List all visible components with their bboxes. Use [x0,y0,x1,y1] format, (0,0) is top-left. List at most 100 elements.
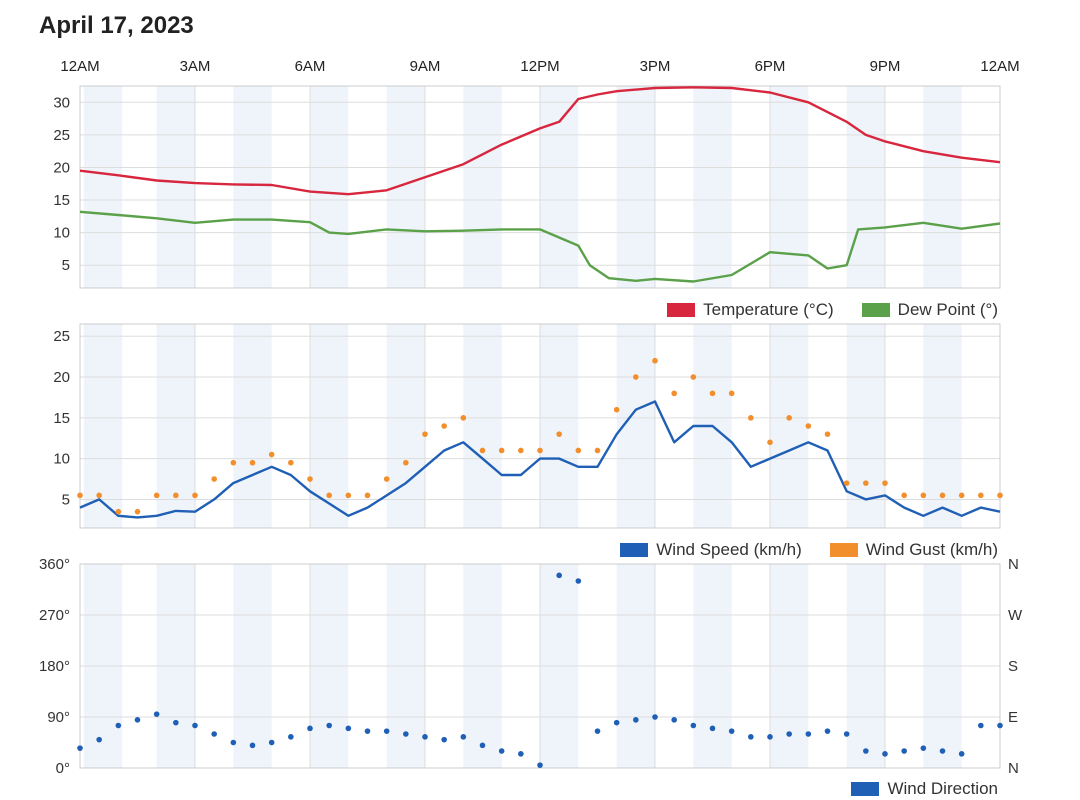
data-point [805,731,812,737]
y-tick-label: 25 [53,127,70,144]
chart-panel-1: 5 10 15 20 25 30 [53,85,1001,289]
data-point [997,492,1003,499]
data-point [920,745,927,751]
hour-label: 3AM [179,58,211,75]
y-tick-label: 20 [53,369,70,386]
data-point [901,748,907,754]
data-point [115,508,122,515]
data-point [709,725,716,732]
chart-panel-2: 5 10 15 20 25 [53,323,1003,529]
data-point [326,722,332,729]
data-point [173,719,179,726]
data-point [537,447,543,454]
data-point [709,390,716,397]
y-tick-label: 90° [47,709,70,726]
data-point [441,736,447,743]
wind-gust-swatch [829,543,858,557]
data-point [192,492,198,499]
data-point [594,728,601,734]
y-tick-label: 180° [39,658,70,675]
data-point [958,751,965,757]
data-point [863,748,869,754]
series-line [79,86,1001,196]
series-line [79,400,1001,519]
data-point [422,431,428,437]
data-point [882,480,888,486]
data-point [441,423,447,429]
data-point [422,734,428,740]
data-point [939,748,946,754]
data-point [479,742,486,749]
legend-item-wind-gust[interactable]: Wind Gust (km/h) [829,540,998,560]
background-band [693,86,732,288]
data-point [843,731,850,737]
plot-frame [79,85,1001,289]
hour-label: 6PM [754,58,786,75]
legend-label-temperature: Temperature (°C) [703,300,834,319]
y-tick-label: 10 [53,225,70,242]
data-point [249,742,256,749]
date-title: April 17, 2023 [39,12,194,39]
background-band [386,324,425,528]
background-band [463,86,502,288]
data-point [958,492,965,499]
data-point [383,476,390,482]
data-point [824,431,831,437]
data-point [978,492,984,499]
data-point [920,492,927,499]
data-point [863,480,869,486]
data-point [153,711,160,717]
background-band [616,86,655,288]
background-band [83,86,123,288]
wind-speed-swatch [620,543,649,557]
plot-frame [79,323,1001,529]
data-point [575,447,582,454]
data-point [326,492,332,499]
background-band [540,86,579,288]
data-point [786,731,792,737]
data-point [134,717,141,723]
background-band [233,86,272,288]
data-point [173,492,179,499]
legend-item-temperature[interactable]: Temperature (°C) [667,300,834,320]
legend-wind-direction: Wind Direction [823,779,998,799]
y-tick-label: 30 [53,94,70,111]
data-point [613,406,620,413]
data-point [153,492,160,499]
y-tick-label: 5 [62,257,70,274]
y-tick-label-right: N [1008,760,1019,777]
y-tick-label: 0° [56,760,70,777]
data-point [613,719,620,726]
hour-label: 12PM [520,58,560,75]
chart-panel-3: 0° N 90° E 180° S 270° W 360° N [39,556,1023,777]
hour-label: 12AM [60,58,100,75]
background-band [233,324,272,528]
background-band [540,324,579,528]
background-band [386,86,425,288]
plot-frame [79,563,1001,769]
y-tick-label-right: N [1008,556,1019,573]
data-point [728,390,735,397]
data-point [230,459,237,466]
data-point [633,717,639,723]
legend-item-wind-speed[interactable]: Wind Speed (km/h) [620,540,802,560]
data-point [403,731,409,737]
data-point [77,492,83,499]
data-point [460,415,467,421]
data-point [364,492,371,499]
data-point [288,459,294,466]
data-point [997,722,1003,729]
background-band [463,324,502,528]
data-point [498,447,505,454]
data-point [364,728,371,734]
data-point [268,451,275,458]
data-point [211,731,217,737]
hour-label: 12AM [980,58,1020,75]
data-point [230,739,237,746]
data-point [345,725,352,732]
legend-item-wind-direction[interactable]: Wind Direction [851,779,998,799]
legend-item-dew-point[interactable]: Dew Point (°) [861,300,998,320]
data-point [479,447,486,454]
data-point [939,492,946,499]
